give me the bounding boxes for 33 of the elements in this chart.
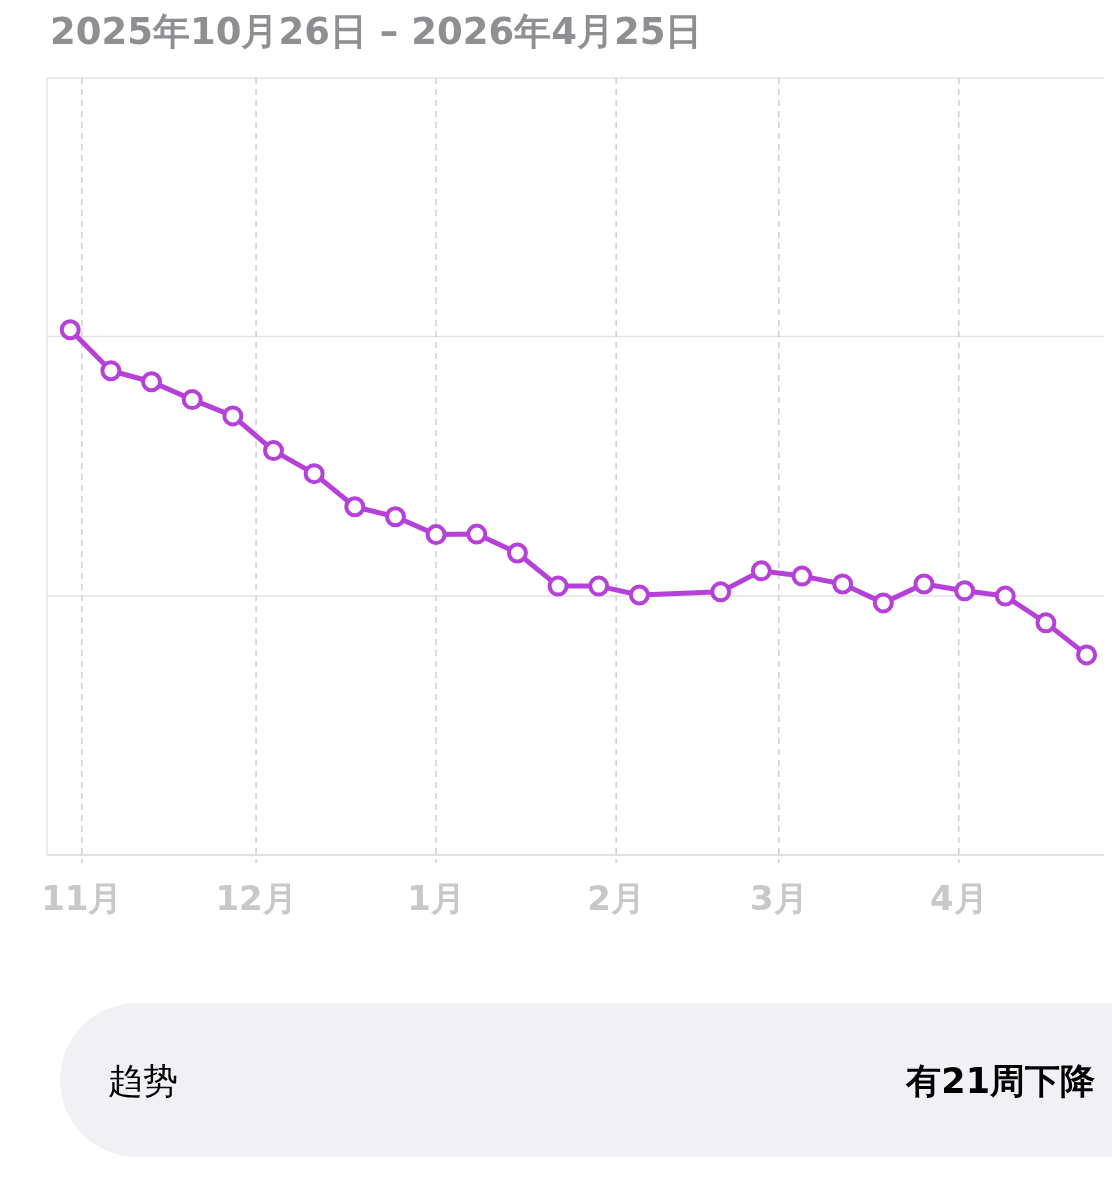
point — [466, 523, 488, 545]
point — [628, 584, 650, 606]
x-tick-label: 1月 — [407, 878, 465, 918]
point — [1076, 644, 1098, 666]
chart-title: 2025年10月26日 – 2026年4月25日 — [50, 10, 703, 53]
x-tick-label: 12月 — [215, 878, 297, 918]
point — [141, 371, 163, 393]
point — [59, 319, 81, 341]
point — [100, 360, 122, 382]
point — [181, 389, 203, 411]
x-tick-label: 4月 — [929, 878, 988, 918]
point — [384, 506, 406, 528]
point — [303, 463, 325, 485]
point — [547, 575, 569, 597]
point — [791, 565, 813, 587]
point — [425, 524, 447, 546]
point — [710, 581, 732, 603]
point — [222, 405, 244, 427]
x-tick-label: 2月 — [587, 878, 645, 918]
point — [994, 585, 1016, 607]
point — [344, 496, 366, 518]
point — [913, 573, 935, 595]
summary-card: 趋势 有21周下降 — [60, 1003, 1112, 1157]
point — [832, 573, 854, 595]
point — [954, 580, 976, 602]
point — [588, 575, 610, 597]
point — [1035, 612, 1057, 634]
point — [872, 592, 894, 614]
point — [750, 560, 772, 582]
point — [506, 542, 528, 564]
x-tick-label: 11月 — [41, 878, 123, 918]
point — [263, 440, 284, 462]
x-tick-label: 3月 — [749, 878, 808, 918]
